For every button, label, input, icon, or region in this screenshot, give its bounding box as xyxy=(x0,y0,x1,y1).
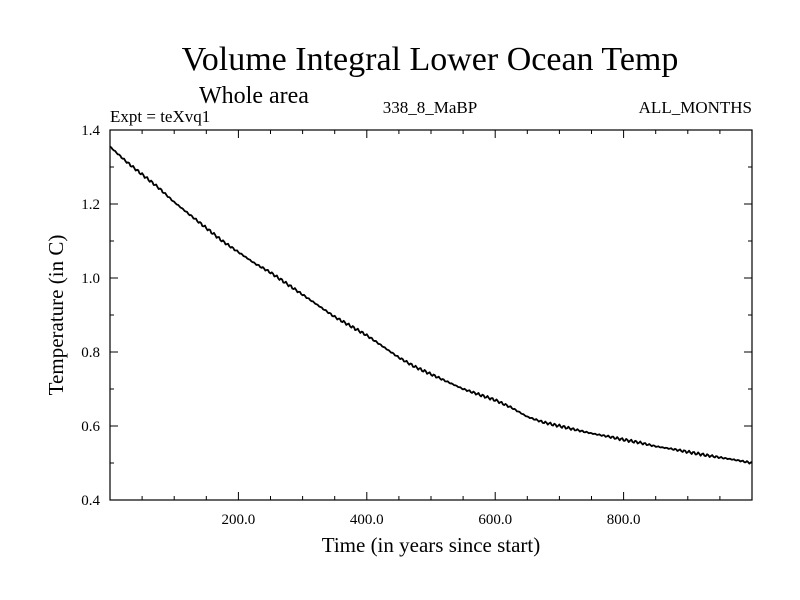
y-tick-label: 0.4 xyxy=(81,493,100,509)
y-tick-label: 0.8 xyxy=(81,345,100,361)
y-tick-label: 1.2 xyxy=(81,197,100,213)
x-tick-label: 400.0 xyxy=(350,512,384,528)
x-tick-label: 200.0 xyxy=(222,512,256,528)
y-tick-label: 1.4 xyxy=(81,123,100,139)
chart-subtitle: Whole area xyxy=(199,83,309,109)
months-label: ALL_MONTHS xyxy=(639,98,752,117)
y-tick-label: 0.6 xyxy=(81,419,100,435)
axis-ticks xyxy=(110,129,752,501)
period-label: 338_8_MaBP xyxy=(383,98,477,117)
x-tick-label: 600.0 xyxy=(478,512,512,528)
x-axis-label: Time (in years since start) xyxy=(322,533,541,557)
y-tick-label: 1.0 xyxy=(81,271,100,287)
chart-title: Volume Integral Lower Ocean Temp xyxy=(182,41,679,78)
experiment-label: Expt = teXvq1 xyxy=(110,107,210,126)
y-axis-label: Temperature (in C) xyxy=(44,235,68,396)
x-tick-label: 800.0 xyxy=(607,512,641,528)
plot-frame xyxy=(109,129,753,501)
tick-labels: 200.0 400.0 600.0 800.0 0.4 0.6 0.8 1.0 1.2 1.4 xyxy=(81,123,640,528)
temperature-series-line xyxy=(109,145,753,465)
